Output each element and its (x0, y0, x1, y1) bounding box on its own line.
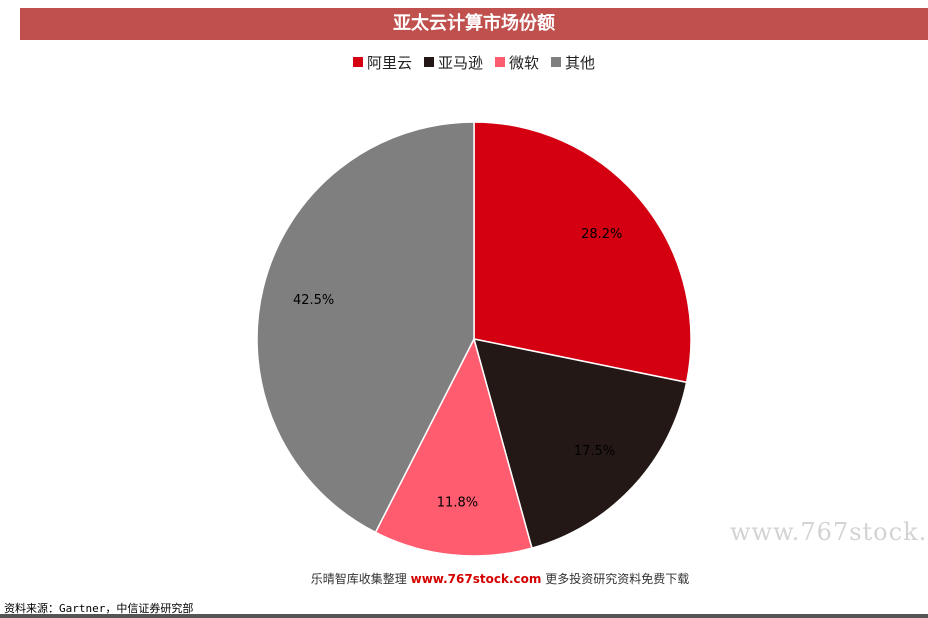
source-note: 资料来源：Gartner，中信证券研究部 (4, 602, 194, 615)
pie-slice-other (256, 121, 475, 534)
legend: 阿里云 亚马逊 微软 其他 (0, 50, 928, 74)
legend-label-microsoft: 微软 (509, 53, 540, 72)
pie-slice-amazon (472, 338, 688, 550)
legend-swatch-amazon (423, 57, 434, 67)
bottom-divider (0, 614, 928, 618)
data-label-aliyun: 28.2% (581, 227, 622, 242)
watermark-suffix: 更多投资研究资料免费下载 (545, 572, 690, 586)
legend-swatch-microsoft (495, 57, 505, 67)
pie-slice-microsoft (374, 336, 533, 557)
legend-item-aliyun: 阿里云 (352, 52, 412, 73)
legend-item-microsoft: 微软 (495, 52, 539, 73)
legend-item-amazon: 亚马逊 (423, 52, 483, 73)
legend-label-other: 其他 (565, 53, 596, 72)
watermark-prefix: 乐晴智库收集整理 (310, 572, 407, 586)
legend-label-amazon: 亚马逊 (437, 53, 483, 72)
watermark-site: www.767stock.cc (730, 518, 928, 546)
data-label-microsoft: 11.8% (437, 496, 478, 511)
legend-item-other: 其他 (551, 52, 595, 73)
legend-swatch-aliyun (352, 57, 363, 67)
chart-title: 亚太云计算市场份额 (20, 8, 928, 40)
legend-label-aliyun: 阿里云 (366, 53, 412, 72)
watermark-banner: 乐晴智库收集整理 www.767stock.com 更多投资研究资料免费下载 (0, 570, 928, 587)
data-label-other: 42.5% (293, 293, 334, 308)
legend-swatch-other (551, 57, 562, 67)
data-label-amazon: 17.5% (574, 444, 615, 459)
pie-slice-aliyun (473, 121, 692, 384)
watermark-link[interactable]: www.767stock.com (410, 572, 542, 586)
